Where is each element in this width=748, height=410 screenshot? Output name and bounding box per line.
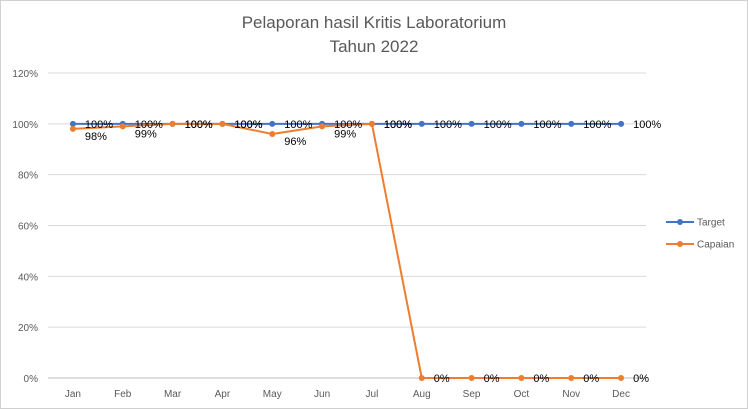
y-tick-label: 60% xyxy=(18,222,38,233)
x-tick-label: May xyxy=(263,389,282,400)
series-line-capaian xyxy=(72,122,622,379)
data-point-capaian xyxy=(269,131,276,137)
series-group xyxy=(69,120,625,381)
data-label-target: 100% xyxy=(185,119,213,131)
x-tick-label: Mar xyxy=(164,389,182,400)
x-tick-label: Sep xyxy=(463,389,481,400)
data-label-target: 100% xyxy=(135,119,163,131)
x-tick-label: Oct xyxy=(514,389,530,400)
data-label-capaian: 0% xyxy=(533,373,549,385)
data-label-target: 100% xyxy=(284,119,312,131)
y-tick-label: 20% xyxy=(18,323,38,334)
chart-title-line-2: Tahun 2022 xyxy=(330,37,419,56)
x-tick-label: Apr xyxy=(215,389,231,400)
data-label-target: 100% xyxy=(334,119,362,131)
data-point-capaian xyxy=(468,375,475,381)
data-label-target: 100% xyxy=(633,119,661,131)
x-tick-label: Jul xyxy=(366,389,379,400)
data-point-target xyxy=(418,120,425,127)
legend-label: Capaian xyxy=(697,240,734,251)
data-point-target xyxy=(568,120,575,127)
data-point-capaian xyxy=(568,375,575,381)
data-label-capaian: 96% xyxy=(284,136,306,148)
legend-swatch-marker xyxy=(677,219,683,225)
data-point-target xyxy=(618,120,625,127)
data-label-target: 100% xyxy=(384,119,412,131)
data-point-target xyxy=(269,120,276,127)
x-tick-label: Dec xyxy=(612,389,630,400)
data-label-capaian: 99% xyxy=(334,128,356,140)
legend: Target Capaian xyxy=(666,218,734,251)
data-label-capaian: 100% xyxy=(234,119,262,131)
data-point-capaian xyxy=(518,375,525,381)
data-label-target: 100% xyxy=(484,119,512,131)
data-label-capaian: 0% xyxy=(434,373,450,385)
x-tick-label: Nov xyxy=(562,389,580,400)
data-label-target: 100% xyxy=(85,119,113,131)
data-point-target xyxy=(518,120,525,127)
data-point-capaian xyxy=(169,120,176,127)
data-labels: 100% 100% 100% 100% 100% 100% 100% 100% 100% 100%… xyxy=(85,119,662,385)
x-tick-label: Jan xyxy=(65,389,81,400)
x-tick-label: Jun xyxy=(314,389,330,400)
chart-title-line-1: Pelaporan hasil Kritis Laboratorium xyxy=(242,13,507,32)
y-tick-label: 0% xyxy=(24,374,39,385)
data-label-target: 100% xyxy=(234,119,262,131)
x-axis-ticks: Jan Feb Mar Apr May Jun Jul Aug Sep Oct Nov Dec xyxy=(65,389,630,400)
y-axis-ticks: 0% 20% 40% 60% 80% 100% 120% xyxy=(12,69,38,385)
data-point-capaian xyxy=(418,375,425,381)
data-point-capaian xyxy=(119,123,126,130)
data-label-capaian: 100% xyxy=(185,119,213,131)
data-label-target: 100% xyxy=(583,119,611,131)
y-tick-label: 100% xyxy=(12,120,38,131)
data-label-target: 100% xyxy=(434,119,462,131)
data-point-capaian xyxy=(69,125,76,132)
data-point-target xyxy=(69,120,76,127)
data-point-capaian xyxy=(319,123,326,130)
data-label-capaian: 98% xyxy=(85,131,107,143)
x-tick-label: Feb xyxy=(114,389,132,400)
legend-swatch-marker xyxy=(677,241,683,247)
data-label-target: 100% xyxy=(533,119,561,131)
data-label-capaian: 100% xyxy=(384,119,412,131)
data-point-target xyxy=(468,120,475,127)
data-label-capaian: 0% xyxy=(583,373,599,385)
x-tick-label: Aug xyxy=(413,389,431,400)
legend-label: Target xyxy=(697,218,725,229)
data-point-capaian xyxy=(219,120,226,127)
y-tick-label: 80% xyxy=(18,171,38,182)
y-tick-label: 120% xyxy=(12,69,38,80)
data-label-capaian: 0% xyxy=(484,373,500,385)
y-tick-label: 40% xyxy=(18,272,38,283)
data-label-capaian: 0% xyxy=(633,373,649,385)
data-point-capaian xyxy=(368,120,375,127)
data-label-capaian: 99% xyxy=(135,128,157,140)
data-point-capaian xyxy=(618,375,625,381)
